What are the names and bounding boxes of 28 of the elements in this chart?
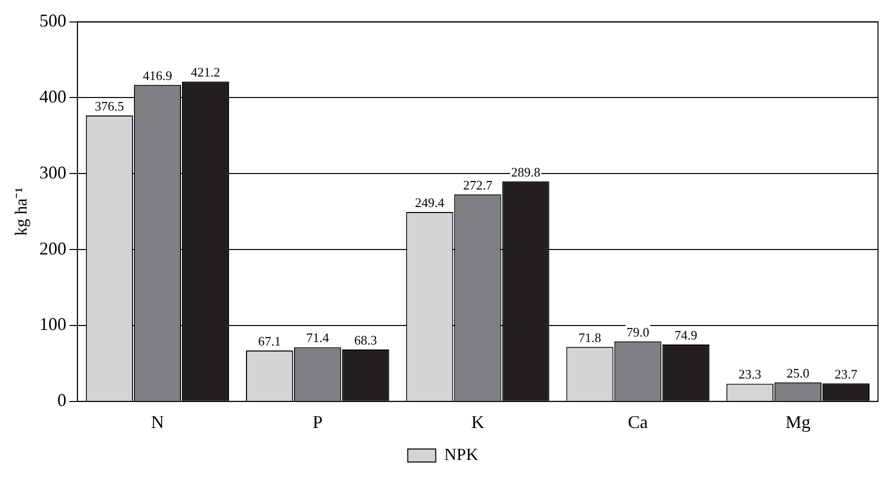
data-label: 74.9 (674, 327, 698, 342)
y-tick-label: 100 (39, 314, 66, 334)
data-label: 67.1 (258, 333, 281, 348)
data-label: 68.3 (354, 332, 377, 348)
x-tick-label: Ca (628, 412, 648, 432)
data-label: 416.9 (142, 68, 172, 83)
y-axis-title: kg ha⁻¹ (12, 187, 31, 236)
data-label: 71.4 (306, 330, 330, 346)
data-label: 23.7 (834, 366, 858, 382)
data-label: 79.0 (626, 324, 650, 340)
data-label: 71.8 (578, 330, 602, 345)
data-label: 421.2 (190, 64, 220, 80)
legend-label: NPK (444, 444, 479, 464)
y-tick-label: 500 (39, 10, 66, 31)
x-tick-label: Mg (785, 412, 810, 432)
data-label: 289.8 (511, 164, 540, 180)
x-tick-label: K (471, 412, 484, 432)
data-label: 376.5 (94, 98, 124, 114)
y-tick-label: 300 (39, 162, 66, 182)
y-tick-label: 0 (57, 390, 66, 410)
data-label: 249.4 (415, 194, 445, 210)
y-tick-label: 400 (39, 86, 66, 106)
y-tick-label: 200 (39, 238, 66, 258)
x-tick-label: N (150, 412, 164, 432)
data-label: 23.3 (738, 366, 762, 382)
x-tick-label: P (312, 412, 323, 432)
data-label: 25.0 (786, 365, 810, 380)
data-label: 272.7 (463, 177, 493, 192)
